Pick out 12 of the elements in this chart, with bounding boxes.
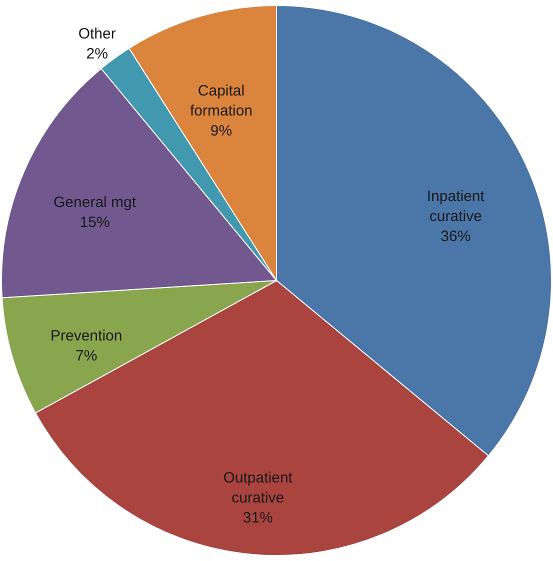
slice-label: Capital formation — [190, 82, 253, 120]
data-label: 7% — [76, 348, 98, 365]
slice-label: Outpatient curative — [223, 470, 294, 507]
data-label: 36% — [440, 228, 471, 246]
data-label: 15% — [80, 214, 110, 231]
slice-label: General mgt — [54, 194, 137, 211]
slice-label: Inpatient curative — [426, 188, 486, 226]
data-label: 2% — [86, 46, 108, 63]
slice-label: Prevention — [50, 328, 122, 345]
slice-label: Other — [78, 26, 116, 43]
data-label: 9% — [210, 122, 232, 140]
data-label: 31% — [242, 510, 273, 527]
